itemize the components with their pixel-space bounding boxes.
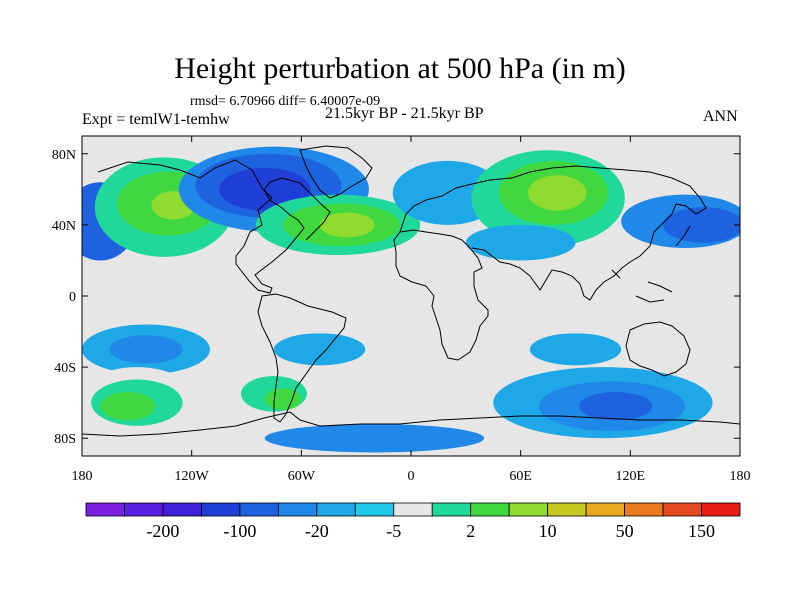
colorbar-swatch <box>431 502 472 517</box>
colorbar-swatch <box>624 502 664 517</box>
colorbar-swatch <box>470 502 510 517</box>
map-area <box>81 135 741 457</box>
field-asia-low <box>465 224 576 261</box>
colorbar-swatch <box>85 502 125 517</box>
colorbar-label: 150 <box>688 521 715 541</box>
colorbar-label: 2 <box>466 521 475 541</box>
colorbar-swatch <box>277 502 318 517</box>
x-tick-label: 60W <box>288 469 316 484</box>
colorbar-label: -20 <box>305 521 329 541</box>
coast-australia <box>625 321 691 377</box>
colorbar-swatch <box>662 502 702 517</box>
y-tick-label: 40S <box>54 361 76 376</box>
field-siberia-high-core <box>527 175 587 211</box>
figure-title: Height perturbation at 500 hPa (in m) <box>174 52 626 85</box>
coast-greenland <box>299 145 373 199</box>
colorbar-swatch <box>354 502 395 517</box>
colorbar-swatch <box>124 502 164 517</box>
field-southern-ocean-west-high-core <box>100 392 156 421</box>
field-south-indian-low-core <box>579 392 653 421</box>
colorbar: -200 -100 -20 -5 2 10 50 150 <box>85 502 741 541</box>
x-tick-label: 180 <box>730 469 751 484</box>
field-south-africa-high <box>443 336 525 362</box>
y-tick-label: 40N <box>52 219 76 234</box>
coast-south-america <box>257 293 347 423</box>
experiment-label: Expt = temlW1-temhw <box>82 111 230 128</box>
coast-europe-africa <box>393 229 489 361</box>
x-tick-label: 120W <box>175 469 210 484</box>
coast-asia-islands <box>611 225 691 303</box>
field-antarctic-low <box>264 424 485 453</box>
axis-ticks: 180 120W 60W 0 60E 120E 180 80N 40N 0 40S 80S <box>52 136 751 484</box>
x-tick-label: 120E <box>616 469 646 484</box>
colorbar-swatch <box>508 502 549 517</box>
y-tick-label: 0 <box>69 290 76 305</box>
field-east-asia-low <box>663 207 740 243</box>
colorbar-label: 50 <box>616 521 634 541</box>
colorbar-swatch <box>201 502 241 517</box>
x-tick-label: 180 <box>72 469 93 484</box>
field-south-pacific-low <box>109 335 183 364</box>
x-tick-label: 0 <box>408 469 415 484</box>
colorbar-swatch <box>239 502 279 517</box>
colorbar-swatch <box>547 502 587 517</box>
colorbar-label: -100 <box>223 521 256 541</box>
x-tick-label: 60E <box>509 469 532 484</box>
y-tick-label: 80N <box>52 148 76 163</box>
colorbar-swatch <box>162 502 202 517</box>
coastlines <box>82 145 740 437</box>
colorbar-label: 10 <box>539 521 557 541</box>
field-drake-high-core <box>264 388 302 410</box>
field-south-atlantic-high <box>365 333 421 359</box>
colorbar-label: -5 <box>386 521 401 541</box>
coast-eurasia <box>399 165 707 301</box>
stats-label: rmsd= 6.70966 diff= 6.40007e-09 <box>190 94 381 109</box>
colorbar-swatch <box>316 502 356 517</box>
colorbar-swatch <box>393 502 433 517</box>
colorbar-swatch <box>701 502 741 517</box>
field-atlantic-high-core <box>319 212 375 238</box>
field-south-america-low <box>273 333 366 366</box>
period-label: 21.5kyr BP - 21.5kyr BP <box>325 105 484 122</box>
colorbar-label: -200 <box>146 521 179 541</box>
coast-antarctica <box>82 411 740 437</box>
field-indian-ocean-low <box>529 333 622 366</box>
coast-north-america <box>97 159 331 294</box>
colorbar-swatch <box>585 502 625 517</box>
season-label: ANN <box>703 108 738 125</box>
y-tick-label: 80S <box>54 432 76 447</box>
